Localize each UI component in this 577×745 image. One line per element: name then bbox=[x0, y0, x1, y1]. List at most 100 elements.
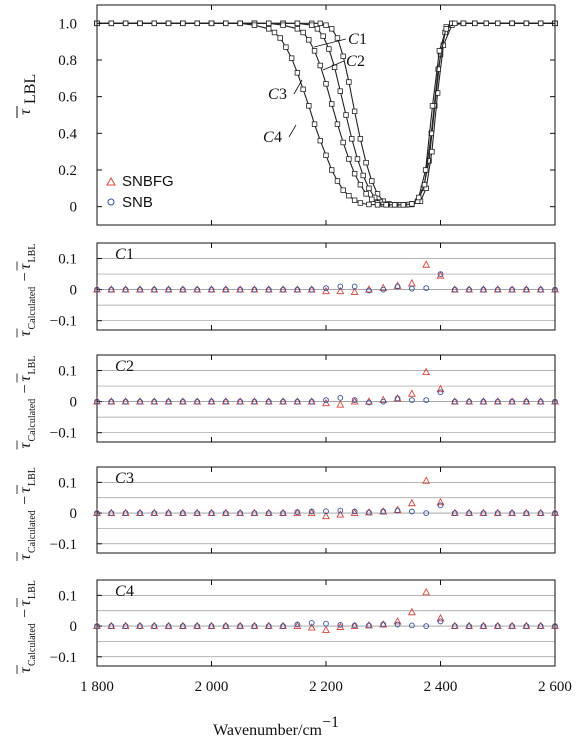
top-series-C2-point bbox=[294, 20, 301, 27]
snbfg-point bbox=[422, 260, 431, 268]
snb-point bbox=[122, 286, 129, 293]
snb-point bbox=[552, 286, 558, 293]
snb-point bbox=[466, 623, 472, 629]
curve-label-leader bbox=[322, 60, 345, 71]
snb-point bbox=[180, 510, 186, 516]
top-series-C4-point bbox=[523, 20, 530, 27]
snb-point bbox=[451, 398, 458, 405]
error-plot-frame bbox=[96, 242, 556, 331]
error-ylabel-tau2: τ bbox=[17, 486, 34, 493]
snb-point bbox=[509, 510, 515, 516]
snb-point bbox=[394, 621, 401, 628]
snb-point bbox=[523, 398, 530, 405]
snb-point bbox=[537, 623, 544, 629]
top-series-C4-point bbox=[351, 197, 358, 203]
panel-label-number: 4 bbox=[126, 583, 134, 600]
snb-point bbox=[494, 623, 501, 629]
snb-point bbox=[280, 623, 286, 629]
snb-point bbox=[265, 286, 272, 293]
snb-point bbox=[108, 623, 115, 629]
top-series-C1-point bbox=[369, 178, 375, 184]
top-series-C3-point bbox=[351, 170, 358, 177]
snb-point bbox=[466, 510, 472, 516]
error-plot-frame bbox=[96, 354, 556, 443]
snb-point bbox=[222, 510, 229, 516]
snb-point bbox=[165, 286, 172, 293]
top-y-tick-label: 1.0 bbox=[58, 16, 77, 32]
error-y-tick-label: −0.1 bbox=[50, 650, 77, 666]
snb-point bbox=[494, 398, 501, 405]
snb-point bbox=[94, 398, 100, 405]
snb-point bbox=[351, 397, 358, 403]
snb-point bbox=[94, 623, 100, 629]
top-series-C4-point bbox=[266, 26, 272, 32]
snbfg-point bbox=[293, 621, 302, 630]
x-tick-label: 1 800 bbox=[80, 679, 114, 695]
top-series-C4-point bbox=[288, 55, 295, 61]
snbfg-point bbox=[307, 508, 316, 517]
snb-point bbox=[265, 510, 272, 516]
curve-label-letter: C bbox=[268, 86, 279, 103]
snb-point bbox=[423, 623, 430, 629]
top-series-C4-point bbox=[452, 20, 458, 27]
snb-point bbox=[380, 398, 387, 405]
top-series-C4-point bbox=[180, 20, 186, 27]
top-series-C4-point bbox=[300, 86, 306, 93]
snb-point bbox=[323, 508, 329, 515]
snbfg-point bbox=[336, 510, 345, 518]
snb-point bbox=[237, 398, 243, 405]
snb-point bbox=[137, 286, 143, 293]
snb-point bbox=[294, 621, 301, 628]
error-y-tick-label: −0.1 bbox=[50, 314, 77, 330]
snb-point bbox=[451, 510, 458, 516]
error-ylabel-tau: τ bbox=[17, 442, 34, 449]
snbfg-point bbox=[436, 613, 445, 622]
error-ylabel-calc: Calculated bbox=[27, 287, 38, 330]
snb-point bbox=[480, 398, 487, 405]
top-plot-frame bbox=[96, 4, 556, 226]
top-series-C2-point bbox=[429, 148, 435, 155]
error-ylabel-tau: τ bbox=[17, 553, 34, 560]
snbfg-point bbox=[350, 287, 359, 296]
snb-point bbox=[208, 286, 215, 293]
snb-point bbox=[308, 620, 315, 626]
curve-label-leader bbox=[313, 38, 347, 48]
x-tick-label: 2 000 bbox=[195, 679, 229, 695]
snb-point bbox=[523, 510, 530, 516]
top-series-C4-point bbox=[460, 20, 467, 27]
snb-point bbox=[194, 623, 201, 629]
snb-point bbox=[180, 623, 186, 629]
top-ylabel-sub: LBL bbox=[22, 74, 39, 104]
top-series-C1-point bbox=[363, 159, 369, 166]
snbfg-point bbox=[350, 397, 359, 405]
snb-point bbox=[451, 623, 458, 629]
top-series-C4-point bbox=[165, 20, 172, 27]
snb-point bbox=[180, 398, 186, 405]
top-series-C4-point bbox=[294, 70, 301, 76]
error-ylabel-lbl: LBL bbox=[27, 356, 38, 375]
snb-point bbox=[122, 398, 129, 405]
snb-point bbox=[265, 398, 272, 405]
snb-point bbox=[237, 623, 243, 629]
top-y-tick-label: 0.6 bbox=[58, 90, 77, 106]
panel-label-letter: C bbox=[115, 470, 126, 487]
error-ylabel-minus: − bbox=[17, 272, 34, 281]
top-series-C2-point bbox=[308, 22, 315, 28]
snb-point bbox=[552, 398, 558, 405]
snb-point bbox=[122, 510, 129, 516]
snb-point bbox=[537, 398, 544, 405]
snb-point bbox=[509, 286, 515, 293]
snb-point bbox=[394, 395, 401, 402]
top-series-C4-point bbox=[237, 20, 243, 27]
error-ylabel-tau: τ bbox=[17, 330, 34, 337]
chart-legend: SNBFG SNB bbox=[106, 173, 174, 211]
snb-point bbox=[351, 283, 358, 290]
top-y-tick-label: 0.2 bbox=[58, 163, 77, 179]
snbfg-point bbox=[322, 398, 330, 407]
curve-label-number: 2 bbox=[357, 53, 365, 70]
x-axis-label-sup: −1 bbox=[322, 714, 339, 731]
curve-label-letter: C bbox=[263, 129, 274, 146]
